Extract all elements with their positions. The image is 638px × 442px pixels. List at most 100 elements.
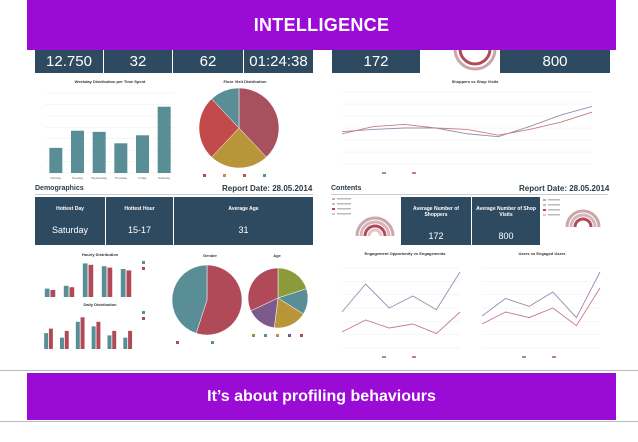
contents-gauge-left — [332, 198, 395, 237]
footer-tagline: It’s about profiling behaviours — [207, 387, 436, 405]
grouped-bar — [91, 326, 96, 349]
header-banner: INTELLIGENCE — [27, 0, 616, 50]
series-line — [341, 311, 461, 335]
legend-swatch — [142, 261, 145, 264]
grouped-bar — [44, 288, 50, 297]
legend-swatch — [288, 334, 291, 337]
weekday-bar — [114, 143, 128, 173]
legend-swatch — [412, 356, 416, 358]
weekday-bar — [92, 131, 106, 173]
average-age-box: Average Age 31 — [174, 197, 313, 245]
legend-swatch — [142, 311, 145, 314]
grouped-bar — [107, 335, 112, 349]
grouped-bar — [107, 267, 113, 297]
hourly-chart-title: Hourly Distribution — [81, 252, 119, 257]
floor-pie-chart — [198, 87, 280, 177]
grouped-bar — [96, 321, 101, 349]
contents-gauge-right — [543, 199, 601, 228]
daily-chart-title: Daily Distribution — [83, 302, 117, 307]
legend-swatch — [382, 356, 386, 358]
hottest-hour-label: Hottest Hour — [124, 206, 155, 212]
header-title: INTELLIGENCE — [253, 14, 390, 35]
weekday-bar — [136, 135, 149, 173]
grouped-bar — [82, 263, 88, 297]
grouped-bar — [60, 337, 64, 349]
daily-bar-chart — [44, 311, 145, 349]
pie-slice — [171, 264, 208, 334]
series-line — [341, 105, 593, 138]
legend-swatch — [211, 341, 214, 344]
demographics-report-date: Report Date: 28.05.2014 — [222, 184, 313, 193]
hottest-hour-box: Hottest Hour 15-17 — [106, 197, 173, 245]
weekday-bar — [49, 147, 63, 173]
legend-swatch — [223, 174, 226, 177]
pie-slice — [211, 87, 240, 129]
hottest-day-value: Saturday — [51, 225, 89, 235]
legend-swatch — [382, 172, 386, 174]
legend-swatch — [522, 356, 526, 358]
kpi-floors: 62 — [173, 40, 243, 73]
grouped-bar — [126, 270, 132, 297]
grouped-bar — [80, 317, 85, 349]
legend-swatch — [300, 334, 303, 337]
floor-chart-title: Floor Visit Distribution — [223, 79, 267, 84]
grouped-bar — [112, 330, 117, 349]
weekday-bar — [71, 130, 84, 173]
average-age-label: Average Age — [228, 206, 259, 212]
legend-swatch — [263, 174, 266, 177]
legend-swatch — [176, 341, 179, 344]
legend-swatch — [142, 267, 145, 270]
grouped-bar — [120, 269, 126, 297]
weekday-tick: Friday — [138, 176, 147, 180]
engage-chart-title: Engagement Opportunity vs Engagements — [364, 251, 446, 256]
grouped-bar — [64, 330, 69, 349]
weekday-tick: Monday — [50, 176, 61, 180]
average-age-value: 31 — [238, 225, 249, 235]
age-chart-title: Age — [273, 253, 281, 258]
gender-pie-chart — [171, 264, 243, 344]
shoppers-chart-title: Shoppers vs Shop Visits — [451, 79, 499, 84]
legend-swatch — [264, 334, 267, 337]
grouped-bar — [63, 285, 69, 297]
series-line — [341, 111, 593, 136]
avg-shoppers-box: Average Number of Shoppers 172 — [401, 197, 471, 245]
grouped-bar — [48, 328, 53, 349]
legend-swatch — [142, 317, 145, 320]
weekday-chart: Monday Tuesday Wednesday Thursday Friday Satu… — [45, 92, 175, 180]
footer-banner: It’s about profiling behaviours — [27, 373, 616, 420]
series-line — [481, 271, 601, 319]
contents-report-date: Report Date: 28.05.2014 — [519, 184, 610, 193]
weekday-bar — [157, 106, 171, 173]
pie-slice — [198, 98, 240, 158]
grouped-bar — [75, 321, 80, 349]
legend-swatch — [243, 174, 246, 177]
pie-slice — [211, 127, 267, 169]
users-line-chart — [481, 267, 601, 358]
grouped-bar — [128, 330, 133, 349]
hourly-bar-chart — [44, 261, 145, 297]
avg-shoppers-label: Average Number of Shoppers — [413, 206, 459, 218]
avg-shop-visits-label: Average Number of Shop Visits — [476, 206, 536, 218]
users-chart-title: Users vs Engaged Users — [518, 251, 566, 256]
gender-chart-title: Gender — [202, 253, 217, 258]
weekday-tick: Tuesday — [72, 176, 84, 180]
pie-slice — [238, 87, 280, 158]
avg-shoppers-value: 172 — [428, 231, 444, 241]
series-line — [341, 271, 461, 313]
shoppers-line-chart — [341, 91, 593, 174]
hottest-hour-value: 15-17 — [127, 225, 152, 235]
grouped-bar — [101, 266, 107, 297]
legend-swatch — [552, 356, 556, 358]
legend-swatch — [412, 172, 416, 174]
weekday-tick: Thursday — [115, 176, 128, 180]
grouped-bar — [69, 287, 75, 297]
pie-slice — [195, 264, 243, 336]
legend-swatch — [252, 334, 255, 337]
legend-swatch — [276, 334, 279, 337]
weekday-tick: Saturday — [158, 176, 171, 180]
avg-shop-visits-value: 800 — [498, 231, 514, 241]
engage-line-chart — [341, 267, 461, 358]
avg-shop-visits-box: Average Number of Shop Visits 800 — [472, 197, 540, 245]
weekday-chart-title: Weekday Distribution per Time Spent — [74, 79, 146, 84]
age-pie-chart — [247, 267, 309, 337]
